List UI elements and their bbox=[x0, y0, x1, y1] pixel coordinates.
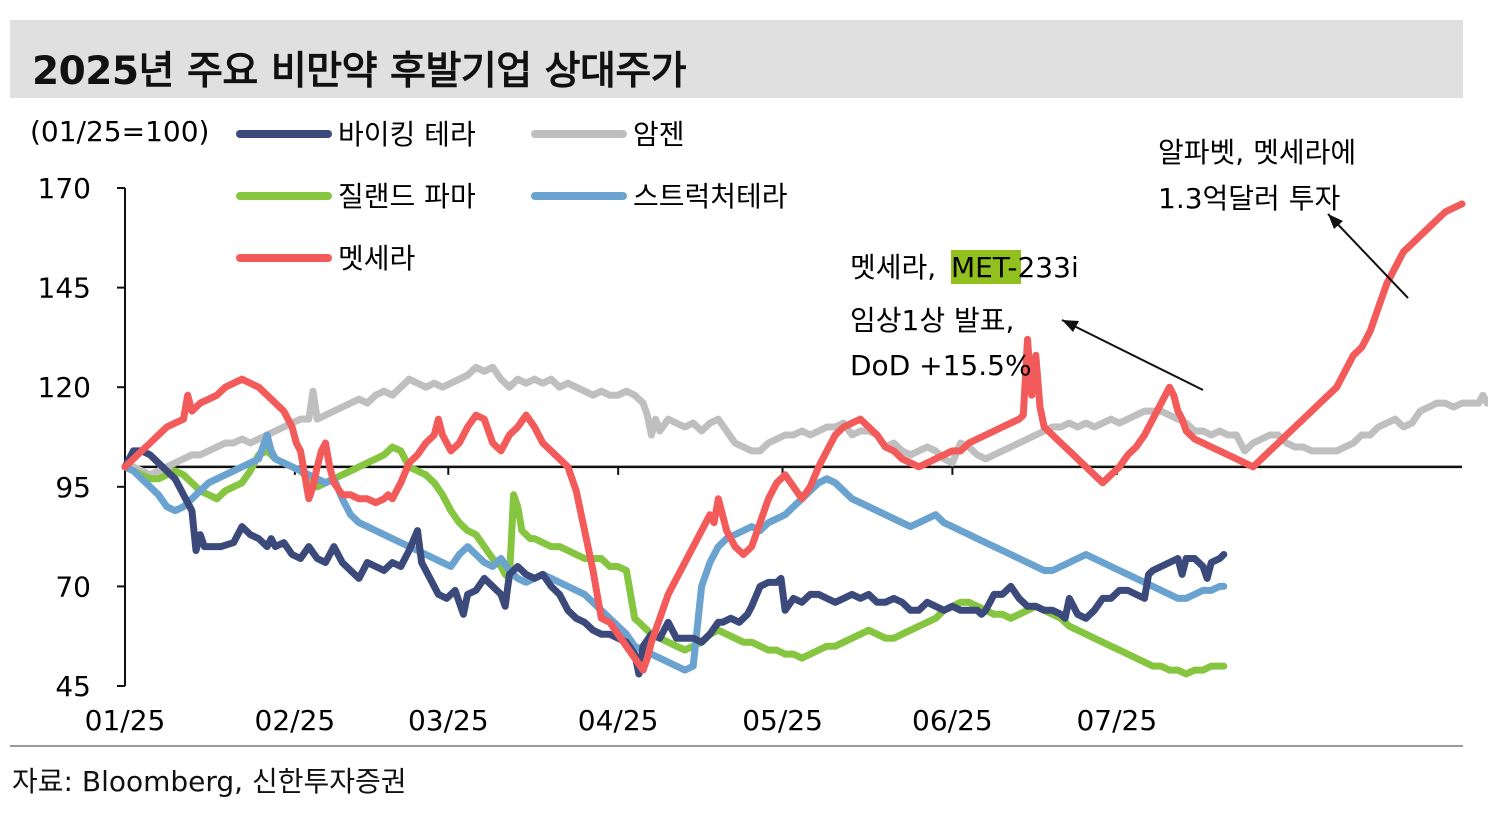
series-line-0 bbox=[121, 447, 1228, 678]
x-tick-label: 02/25 bbox=[255, 704, 336, 737]
legend-label: 멧세라 bbox=[338, 242, 415, 275]
arrow-met-head bbox=[1062, 320, 1079, 332]
annotation-met-line1: 멧세라, MET-233i bbox=[850, 251, 1079, 284]
annotation-alphabet-line2: 1.3억달러 투자 bbox=[1158, 182, 1340, 215]
y-tick-label: 95 bbox=[55, 471, 91, 504]
annotation-alphabet-line1: 알파벳, 멧세라에 bbox=[1158, 136, 1356, 169]
series-line-4 bbox=[121, 200, 1466, 674]
y-tick-label: 145 bbox=[38, 272, 91, 305]
legend-label: 바이킹 테라 bbox=[338, 118, 476, 151]
annotation-met-suffix: -233i bbox=[1007, 251, 1078, 284]
legend-label: 스트럭처테라 bbox=[633, 180, 788, 213]
arrow-alphabet-head bbox=[1328, 214, 1343, 229]
x-tick-label: 05/25 bbox=[742, 704, 823, 737]
annotation-met-line3: DoD +15.5% bbox=[850, 349, 1032, 382]
met-highlight bbox=[951, 250, 1021, 284]
annotation-met-line2: 임상1상 발표, bbox=[850, 304, 1014, 337]
title-bar bbox=[10, 20, 1463, 98]
chart-title: 2025년 주요 비만약 후발기업 상대주가 bbox=[32, 49, 687, 94]
x-tick-label: 03/25 bbox=[408, 704, 489, 737]
arrow-alphabet bbox=[1327, 213, 1409, 299]
arrow-met bbox=[1061, 319, 1204, 391]
source-note: 자료: Bloomberg, 신한투자증권 bbox=[12, 765, 407, 798]
unit-label: (01/25=100) bbox=[30, 115, 209, 148]
annotation-met-prefix: 멧세라, bbox=[850, 251, 945, 284]
x-tick-label: 01/25 bbox=[85, 704, 166, 737]
y-tick-label: 70 bbox=[55, 570, 91, 603]
legend-label: 질랜드 파마 bbox=[338, 180, 476, 213]
y-tick-label: 120 bbox=[38, 371, 91, 404]
y-tick-label: 45 bbox=[55, 670, 91, 703]
series-line-1 bbox=[121, 363, 1488, 479]
annotation-met-highlight-text: MET bbox=[951, 251, 1011, 284]
x-tick-label: 04/25 bbox=[578, 704, 659, 737]
y-tick-label: 170 bbox=[38, 172, 91, 205]
source-rule bbox=[10, 745, 1463, 747]
x-tick-label: 07/25 bbox=[1076, 704, 1157, 737]
legend-label: 암젠 bbox=[633, 118, 685, 151]
x-tick-label: 06/25 bbox=[912, 704, 993, 737]
